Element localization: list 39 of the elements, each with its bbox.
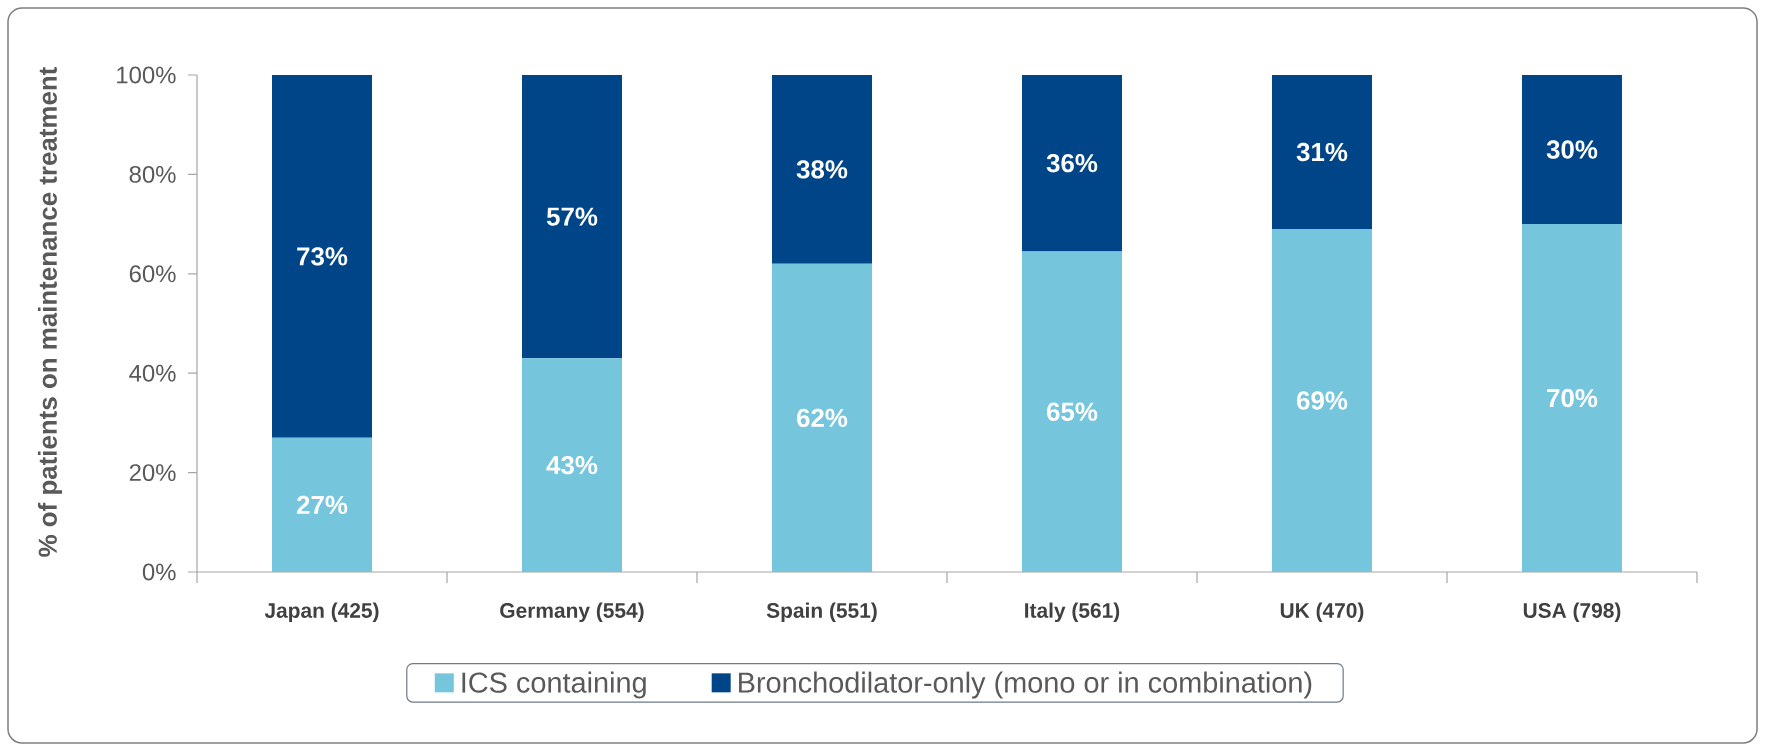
data-label: 70% [1547, 388, 1598, 408]
x-tick-label: Japan (425) [264, 602, 379, 623]
y-tick-label: 20% [129, 464, 176, 482]
data-label: 30% [1546, 140, 1598, 159]
y-tick-label: 80% [129, 165, 176, 183]
y-tick-label: 60% [129, 265, 176, 283]
x-tick-label: UK (470) [1280, 602, 1364, 623]
bar [771, 74, 872, 264]
data-label: 27% [296, 495, 348, 515]
bar [272, 74, 372, 438]
x-tick-label: Spain (551) [766, 602, 877, 623]
data-label: 62% [797, 408, 848, 428]
bar [522, 358, 622, 572]
legend-label: ICS containing [462, 671, 646, 699]
y-axis-title: % of patients on maintenance treatment [37, 67, 63, 557]
y-tick-label: 40% [129, 364, 176, 382]
bar [522, 74, 622, 359]
bar [1521, 224, 1622, 572]
x-tick-label: Italy (561) [1025, 602, 1120, 623]
x-tick-label: Germany (554) [500, 602, 644, 623]
x-tick-label: USA (798) [1523, 602, 1621, 623]
bar [1021, 74, 1122, 252]
data-label: 73% [297, 247, 348, 266]
data-label: 31% [1296, 142, 1348, 162]
bar [1521, 74, 1622, 225]
bar [1021, 251, 1122, 572]
y-tick-label: 0% [142, 563, 176, 581]
bar [771, 263, 872, 572]
data-label: 57% [546, 207, 598, 226]
data-label: 65% [1047, 402, 1098, 421]
data-label: 36% [1046, 154, 1098, 173]
y-tick-label: 100% [117, 66, 176, 84]
bar [1271, 229, 1372, 572]
bar [1271, 74, 1372, 230]
data-label: 38% [796, 160, 848, 179]
data-label: 69% [1297, 391, 1348, 410]
bar [272, 437, 372, 572]
data-label: 43% [546, 455, 598, 475]
legend-label: Bronchodilator-only (mono or in combination) [739, 671, 1312, 699]
